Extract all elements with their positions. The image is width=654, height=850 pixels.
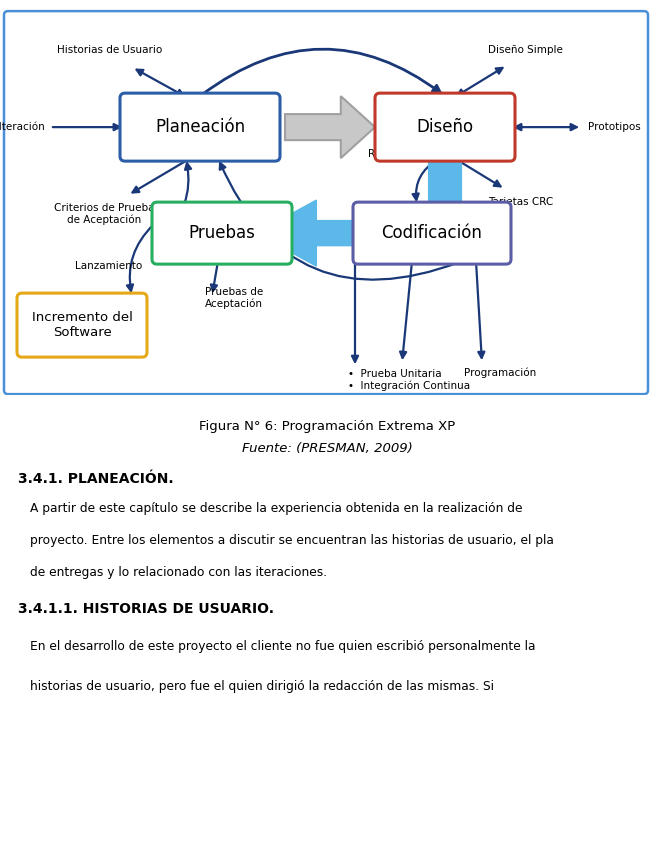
Polygon shape: [406, 156, 484, 246]
Text: Diseño: Diseño: [417, 118, 473, 136]
FancyBboxPatch shape: [4, 11, 648, 394]
FancyBboxPatch shape: [375, 94, 515, 162]
Text: Codificación: Codificación: [381, 224, 483, 242]
Text: Fuente: (PRESMAN, 2009): Fuente: (PRESMAN, 2009): [241, 442, 413, 456]
Text: 3.4.1. PLANEACIÓN.: 3.4.1. PLANEACIÓN.: [18, 473, 173, 486]
Text: Criterios de Prueba
de Aceptación: Criterios de Prueba de Aceptación: [54, 203, 154, 225]
FancyBboxPatch shape: [152, 202, 292, 264]
Text: Pruebas: Pruebas: [188, 224, 256, 242]
Text: Prototipos: Prototipos: [588, 122, 641, 132]
Text: •  Prueba Unitaria
•  Integración Continua: • Prueba Unitaria • Integración Continua: [348, 369, 470, 391]
Text: Figura N° 6: Programación Extrema XP: Figura N° 6: Programación Extrema XP: [199, 420, 455, 434]
FancyBboxPatch shape: [17, 293, 147, 357]
Text: de entregas y lo relacionado con las iteraciones.: de entregas y lo relacionado con las ite…: [30, 566, 327, 579]
Text: Rediseño: Rediseño: [368, 149, 416, 159]
Text: Lanzamiento: Lanzamiento: [75, 261, 143, 271]
FancyBboxPatch shape: [353, 202, 511, 264]
Text: 3.4.1.1. HISTORIAS DE USUARIO.: 3.4.1.1. HISTORIAS DE USUARIO.: [18, 602, 274, 616]
Text: Planeación: Planeación: [155, 118, 245, 136]
Text: historias de usuario, pero fue el quien dirigió la redacción de las mismas. Si: historias de usuario, pero fue el quien …: [30, 680, 494, 693]
Text: A partir de este capítulo se describe la experiencia obtenida en la realización : A partir de este capítulo se describe la…: [30, 502, 523, 515]
Text: Programación: Programación: [464, 367, 536, 377]
Polygon shape: [256, 200, 360, 266]
Polygon shape: [285, 96, 375, 158]
Text: proyecto. Entre los elementos a discutir se encuentran las historias de usuario,: proyecto. Entre los elementos a discutir…: [30, 534, 554, 547]
Text: Plan de Iteración: Plan de Iteración: [0, 122, 45, 132]
Text: Diseño Simple: Diseño Simple: [488, 45, 562, 55]
Text: Pruebas de
Aceptación: Pruebas de Aceptación: [205, 287, 263, 309]
Text: Historias de Usuario: Historias de Usuario: [58, 45, 163, 55]
Text: Tarjetas CRC: Tarjetas CRC: [489, 197, 554, 207]
Text: En el desarrollo de este proyecto el cliente no fue quien escribió personalmente: En el desarrollo de este proyecto el cli…: [30, 640, 536, 653]
Text: Incremento del
Software: Incremento del Software: [31, 311, 133, 339]
FancyBboxPatch shape: [120, 94, 280, 162]
